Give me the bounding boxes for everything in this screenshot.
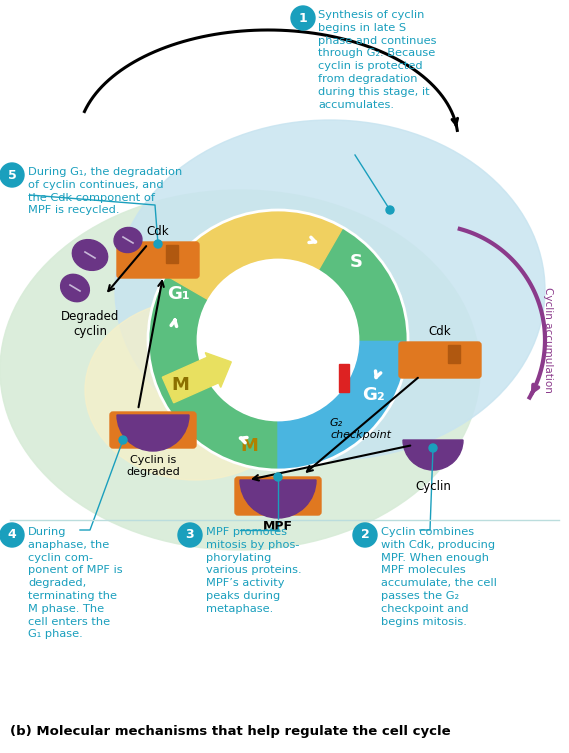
- FancyBboxPatch shape: [110, 412, 196, 448]
- Circle shape: [178, 523, 202, 547]
- Text: MPF promotes
mitosis by phos-
phorylating
various proteins.
MPF’s activity
peaks: MPF promotes mitosis by phos- phorylatin…: [206, 527, 302, 614]
- Text: 2: 2: [361, 529, 369, 541]
- Text: 5: 5: [7, 169, 17, 181]
- Circle shape: [353, 523, 377, 547]
- Text: G₂: G₂: [362, 386, 385, 404]
- Wedge shape: [318, 227, 408, 340]
- FancyBboxPatch shape: [235, 477, 321, 515]
- FancyArrow shape: [162, 352, 231, 403]
- Text: During
anaphase, the
cyclin com-
ponent of MPF is
degraded,
terminating the
M ph: During anaphase, the cyclin com- ponent …: [28, 527, 123, 639]
- Ellipse shape: [61, 274, 89, 302]
- Text: During G₁, the degradation
of cyclin continues, and
the Cdk component of
MPF is : During G₁, the degradation of cyclin con…: [28, 167, 182, 215]
- Circle shape: [198, 260, 358, 420]
- Text: Cyclin: Cyclin: [415, 480, 451, 493]
- Wedge shape: [278, 340, 408, 470]
- Wedge shape: [240, 480, 316, 518]
- Circle shape: [0, 523, 24, 547]
- Ellipse shape: [114, 227, 142, 252]
- Ellipse shape: [0, 190, 480, 550]
- Wedge shape: [166, 210, 343, 300]
- Text: Cyclin combines
with Cdk, producing
MPF. When enough
MPF molecules
accumulate, t: Cyclin combines with Cdk, producing MPF.…: [381, 527, 497, 626]
- Text: 3: 3: [185, 529, 194, 541]
- Ellipse shape: [115, 120, 545, 460]
- Text: Cyclin is
degraded: Cyclin is degraded: [126, 455, 180, 477]
- Ellipse shape: [72, 239, 108, 270]
- Text: Cdk: Cdk: [147, 225, 170, 238]
- Circle shape: [386, 206, 394, 214]
- Text: 4: 4: [7, 529, 17, 541]
- Wedge shape: [148, 275, 278, 470]
- Text: Cyclin accumulation: Cyclin accumulation: [543, 287, 553, 393]
- Text: M: M: [171, 376, 189, 394]
- Circle shape: [154, 240, 162, 248]
- FancyBboxPatch shape: [117, 242, 199, 278]
- Circle shape: [119, 436, 127, 444]
- Text: 1: 1: [299, 11, 307, 25]
- Text: MPF: MPF: [263, 520, 293, 533]
- Text: Cdk: Cdk: [428, 325, 451, 338]
- Text: Synthesis of cyclin
begins in late S
phase and continues
through G₂. Because
cyc: Synthesis of cyclin begins in late S pha…: [318, 10, 436, 110]
- Text: M: M: [241, 437, 258, 456]
- Circle shape: [291, 6, 315, 30]
- Circle shape: [0, 163, 24, 187]
- Text: G₁: G₁: [167, 285, 189, 303]
- Bar: [339, 364, 349, 392]
- Wedge shape: [117, 415, 189, 451]
- Text: (b) Molecular mechanisms that help regulate the cell cycle: (b) Molecular mechanisms that help regul…: [10, 725, 451, 738]
- Bar: [448, 345, 460, 363]
- Bar: [166, 245, 178, 263]
- FancyBboxPatch shape: [399, 342, 481, 378]
- Text: G₂
checkpoint: G₂ checkpoint: [330, 418, 391, 440]
- Circle shape: [429, 444, 437, 452]
- Text: Degraded
cyclin: Degraded cyclin: [61, 310, 119, 338]
- Text: S: S: [349, 253, 362, 271]
- Wedge shape: [403, 440, 463, 470]
- Circle shape: [274, 473, 282, 481]
- Ellipse shape: [85, 300, 305, 480]
